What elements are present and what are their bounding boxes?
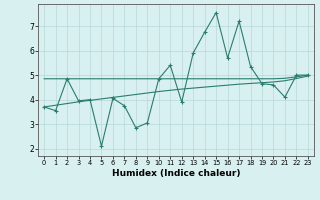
X-axis label: Humidex (Indice chaleur): Humidex (Indice chaleur): [112, 169, 240, 178]
